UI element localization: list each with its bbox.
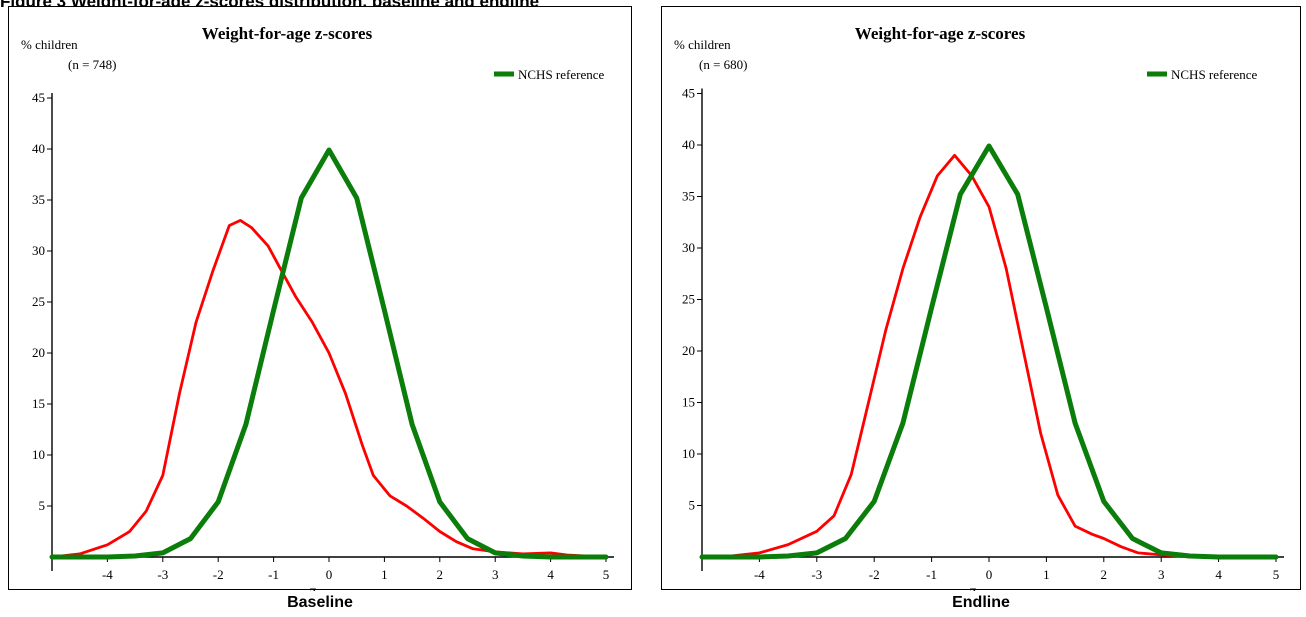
x-tick-label: 4: [547, 567, 554, 582]
x-tick-label: 5: [1273, 567, 1280, 582]
x-tick-label: 3: [1158, 567, 1165, 582]
x-tick-label: -2: [869, 567, 880, 582]
x-tick-label: -2: [213, 567, 224, 582]
y-tick-label: 45: [682, 86, 695, 101]
series-line-reference: [699, 143, 1279, 560]
y-tick-label: 25: [32, 294, 45, 309]
x-tick-label: 1: [381, 567, 388, 582]
y-tick-label: 15: [682, 395, 695, 410]
y-axis-label: % children: [674, 37, 731, 52]
y-tick-label: 30: [682, 240, 695, 255]
x-axis-label: Z-score: [309, 585, 349, 591]
y-tick-label: 10: [32, 447, 45, 462]
legend-label-reference: NCHS reference: [1171, 67, 1257, 82]
y-tick-label: 40: [32, 141, 45, 156]
x-tick-label: 4: [1215, 567, 1222, 582]
chart-title: Weight-for-age z-scores: [202, 24, 373, 43]
caption-baseline: Baseline: [287, 594, 353, 611]
y-tick-label: 20: [682, 343, 695, 358]
y-axis-label: % children: [21, 37, 78, 52]
x-tick-label: 2: [1101, 567, 1108, 582]
x-tick-label: -3: [157, 567, 168, 582]
x-tick-label: 3: [492, 567, 499, 582]
y-tick-label: 5: [689, 498, 696, 513]
sample-size-label: (n = 680): [699, 57, 748, 72]
x-tick-label: -1: [926, 567, 937, 582]
figure-heading: Figure 3 Weight-for-age z-scores distrib…: [0, 0, 539, 12]
y-tick-label: 45: [32, 90, 45, 105]
y-tick-label: 10: [682, 446, 695, 461]
series-line-reference: [49, 147, 609, 560]
y-tick-label: 35: [682, 189, 695, 204]
y-tick-label: 5: [39, 498, 46, 513]
x-tick-label: -3: [811, 567, 822, 582]
y-tick-label: 35: [32, 192, 45, 207]
chart-title: Weight-for-age z-scores: [855, 24, 1026, 43]
caption-endline: Endline: [952, 594, 1010, 611]
x-tick-label: 0: [986, 567, 993, 582]
sample-size-label: (n = 748): [68, 57, 117, 72]
series-line-sample: [700, 153, 1278, 559]
x-tick-label: 5: [603, 567, 610, 582]
y-tick-label: 25: [682, 292, 695, 307]
x-axis-label: Z-score: [969, 585, 1009, 591]
y-tick-label: 15: [32, 396, 45, 411]
chart-panel-endline: -4 -3 -2 -1 0 1 2 3 4 5 5 10 15 20 25 30 35 40 45 Weight-fo…: [661, 6, 1301, 591]
chart-panel-baseline: -4 -3 -2 -1 0 1 2 3 4 5 5 10 15 20 25 30 35 40 45 Weight-fo…: [8, 6, 632, 591]
y-tick-label: 30: [32, 243, 45, 258]
x-tick-label: -1: [268, 567, 279, 582]
x-tick-label: -4: [102, 567, 113, 582]
chart-svg-endline: -4 -3 -2 -1 0 1 2 3 4 551015202530354045Weight-fo…: [674, 24, 1284, 591]
x-tick-label: 0: [326, 567, 333, 582]
chart-svg-baseline: -4 -3 -2 -1 0 1 2 3 4 551015202530354045Weight-fo…: [21, 24, 614, 591]
x-tick-label: 1: [1043, 567, 1050, 582]
y-tick-label: 40: [682, 137, 695, 152]
legend-label-reference: NCHS reference: [518, 67, 604, 82]
y-tick-label: 20: [32, 345, 45, 360]
series-line-sample: [50, 218, 608, 559]
x-tick-label: 2: [437, 567, 444, 582]
x-tick-label: -4: [754, 567, 765, 582]
